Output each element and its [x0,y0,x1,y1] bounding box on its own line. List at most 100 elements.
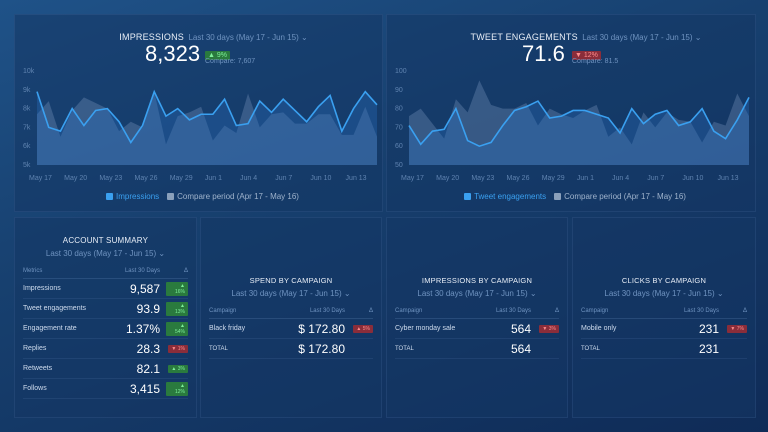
campaign-value: 564 [479,318,537,339]
date-range-dropdown[interactable]: Last 30 days (May 17 - Jun 15) ⌄ [45,249,166,258]
metric-label: Retweets [23,358,110,379]
account-summary-widget: ACCOUNT SUMMARY Last 30 days (May 17 - Ju… [14,217,197,418]
y-tick-label: 50 [395,162,403,169]
x-tick-label: Jun 10 [310,175,331,182]
table-row: Impressions 9,587 ▲ 16% [23,278,188,299]
y-tick-label: 70 [395,124,403,131]
legend-checkbox-main[interactable] [464,193,472,200]
col-header: Last 30 Days [266,304,351,319]
x-tick-label: Jun 13 [346,175,367,182]
x-tick-label: Jun 7 [275,175,292,182]
date-range-dropdown[interactable]: Last 30 days (May 17 - Jun 15) ⌄ [417,289,537,298]
metric-value: 9,587 [109,278,166,299]
delta-badge: ▼ 7% [727,324,747,333]
date-range-dropdown[interactable]: Last 30 days (May 17 - Jun 15) ⌄ [582,33,702,42]
main-series-line [36,89,378,144]
y-tick-label: 90 [395,87,403,94]
total-row: TOTAL 231 [581,338,747,359]
y-tick-label: 5k [23,162,31,169]
widget-title: SPEND BY CAMPAIGN [249,276,333,285]
table-row: Cyber monday sale 564 ▼ 3% [395,318,559,339]
y-tick-label: 100 [395,68,407,75]
metric-value: 93.9 [109,298,166,319]
change-badge: ▼ 12% [572,51,601,60]
campaign-table: Campaign Last 30 Days Δ Mobile only 231 ▼ 7%… [581,304,747,359]
delta-badge: ▲ 12% [166,381,188,396]
legend-compare: Compare period (Apr 17 - May 16) [564,192,686,201]
y-tick-label: 7k [23,124,31,131]
widget-title: TWEET ENGAGEMENTS [470,32,578,42]
legend-checkbox-compare[interactable] [167,193,175,200]
x-tick-label: Jun 1 [205,175,222,182]
col-header: Last 30 Days [479,304,537,319]
change-badge: ▲ 9% [205,51,230,60]
y-tick-label: 6k [23,143,31,150]
main-area [37,91,377,165]
date-range-dropdown[interactable]: Last 30 days (May 17 - Jun 15) ⌄ [604,289,724,298]
campaign-widget: IMPRESSIONS BY CAMPAIGN Last 30 days (May… [386,217,568,418]
campaign-widget: SPEND BY CAMPAIGN Last 30 days (May 17 - … [200,217,382,418]
legend-compare: Compare period (Apr 17 - May 16) [177,192,299,201]
table-row: Replies 28.3 ▼ 1% [23,338,188,359]
x-tick-label: May 23 [471,175,494,182]
legend-checkbox-main[interactable] [106,193,114,200]
x-tick-label: Jun 4 [612,175,629,182]
impressions-widget: IMPRESSIONS Last 30 days (May 17 - Jun 1… [14,14,383,212]
delta-badge: ▲ 3% [168,364,188,373]
total-label: TOTAL [581,338,648,359]
metric-label: Follows [23,378,110,399]
campaign-table: Campaign Last 30 Days Δ Black friday $ 172.… [209,304,373,359]
x-tick-label: May 17 [401,175,424,182]
widget-title: ACCOUNT SUMMARY [62,236,149,245]
x-tick-label: Jun 7 [647,175,664,182]
delta-badge: ▼ 3% [539,324,559,333]
campaign-value: 231 [647,318,725,339]
table-row: Engagement rate 1.37% ▲ 54% [23,318,188,339]
col-header: Metrics [23,264,110,279]
widget-title: CLICKS BY CAMPAIGN [621,276,707,285]
y-tick-label: 9k [23,87,31,94]
widget-title: IMPRESSIONS BY CAMPAIGN [421,276,533,285]
col-header: Δ [166,264,188,279]
campaign-value: $ 172.80 [266,318,351,339]
col-header: Δ [725,304,747,319]
compare-value: Compare: 7,607 [205,58,256,65]
table-row: Tweet engagements 93.9 ▲ 13% [23,298,188,319]
legend-main: Tweet engagements [474,192,547,201]
total-value: $ 172.80 [266,338,351,359]
metric-value: 3,415 [109,378,166,399]
y-tick-label: 8k [23,106,31,113]
delta-badge: ▼ 1% [168,344,188,353]
campaign-widget: CLICKS BY CAMPAIGN Last 30 days (May 17 -… [572,217,756,418]
x-tick-label: Jun 13 [718,175,739,182]
col-header: Δ [351,304,373,319]
total-row: TOTAL 564 [395,338,559,359]
x-tick-label: May 20 [64,175,87,182]
widget-title: IMPRESSIONS [119,32,185,42]
delta-badge: ▲ 13% [166,301,188,316]
x-tick-label: May 20 [436,175,459,182]
impressions-value: 8,323 [145,41,201,66]
engagements-value: 71.6 [522,41,565,66]
metric-label: Impressions [23,278,110,299]
main-area [409,97,749,165]
x-tick-label: Jun 4 [240,175,257,182]
date-range-dropdown[interactable]: Last 30 days (May 17 - Jun 15) ⌄ [188,33,308,42]
metric-value: 82.1 [109,358,166,379]
delta-badge: ▲ 54% [166,321,188,336]
engagements-chart: 50 60 70 80 90 100 May 17 May 20 May 23 May 26 May… [395,68,750,182]
metric-label: Tweet engagements [23,298,110,319]
total-value: 231 [647,338,725,359]
date-range-dropdown[interactable]: Last 30 days (May 17 - Jun 15) ⌄ [231,289,351,298]
total-row: TOTAL $ 172.80 [209,338,373,359]
x-tick-label: Jun 1 [577,175,594,182]
table-row: Mobile only 231 ▼ 7% [581,318,747,339]
y-tick-label: 10k [23,68,35,75]
table-row: Follows 3,415 ▲ 12% [23,378,188,399]
col-header: Last 30 Days [647,304,725,319]
legend-main: Impressions [116,192,160,201]
legend-checkbox-compare[interactable] [554,193,562,200]
y-tick-label: 80 [395,106,403,113]
col-header: Campaign [395,304,480,319]
delta-badge: ▲ 5% [353,324,373,333]
